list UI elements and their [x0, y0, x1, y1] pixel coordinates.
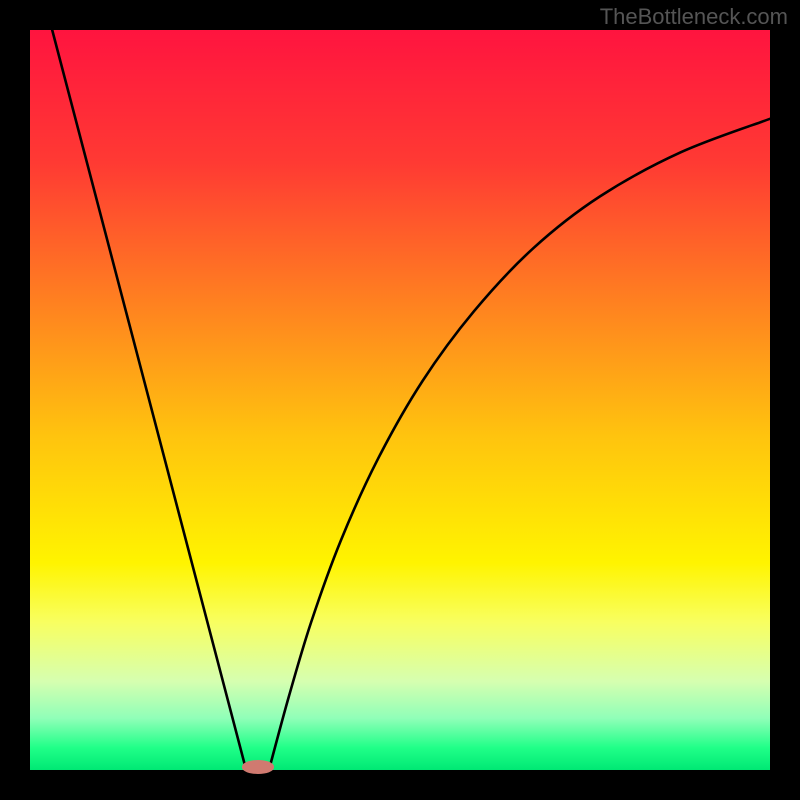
curve-left-branch — [52, 30, 244, 764]
minimum-marker — [242, 760, 275, 773]
curve-layer — [30, 30, 770, 770]
plot-area — [30, 30, 770, 770]
curve-right-branch — [271, 119, 771, 764]
watermark-text: TheBottleneck.com — [600, 4, 788, 30]
figure-frame: TheBottleneck.com — [0, 0, 800, 800]
